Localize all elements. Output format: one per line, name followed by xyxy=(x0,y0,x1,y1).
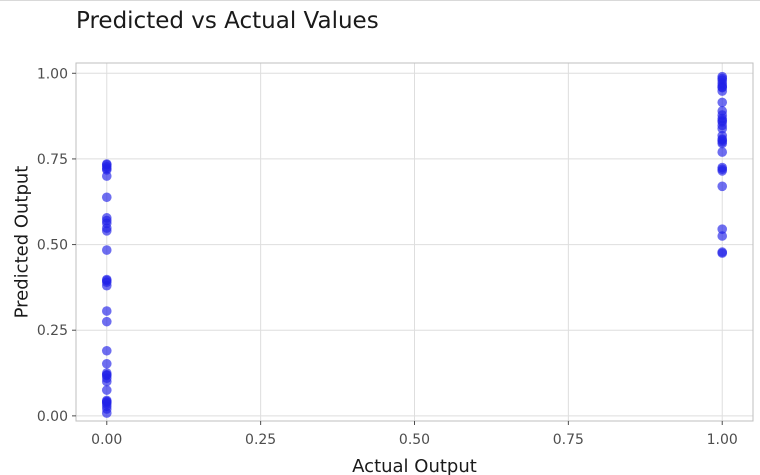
x-tick-label: 1.00 xyxy=(707,432,738,448)
data-point xyxy=(101,316,112,327)
data-point xyxy=(717,123,728,134)
data-point xyxy=(101,369,112,380)
x-tick-label: 0.75 xyxy=(553,432,584,448)
data-point xyxy=(717,82,728,92)
x-axis-ticks: 0.00 0.25 0.50 0.75 1.00 xyxy=(91,421,738,448)
y-axis-title: Predicted Output xyxy=(11,166,32,319)
data-point xyxy=(717,224,728,234)
data-point xyxy=(717,248,728,258)
data-point xyxy=(717,166,728,176)
y-tick-label: 0.25 xyxy=(37,323,68,339)
y-axis-ticks: 0.00 0.25 0.50 0.75 1.00 xyxy=(37,66,76,425)
y-tick-label: 0.50 xyxy=(37,238,68,254)
data-point xyxy=(717,231,728,241)
x-tick-label: 0.00 xyxy=(91,432,122,448)
data-point xyxy=(101,275,112,286)
data-point xyxy=(717,115,728,126)
x-tick-label: 0.25 xyxy=(245,432,276,448)
data-point xyxy=(101,345,112,356)
data-point xyxy=(101,408,112,418)
chart-title: Predicted vs Actual Values xyxy=(76,8,379,34)
gridlines xyxy=(76,63,753,421)
data-point xyxy=(717,135,728,145)
data-point xyxy=(717,181,728,192)
data-point xyxy=(101,358,112,369)
y-tick-label: 0.00 xyxy=(37,409,68,425)
data-point xyxy=(101,215,112,226)
data-point xyxy=(101,306,112,316)
x-axis-title: Actual Output xyxy=(352,456,477,475)
data-point xyxy=(101,171,112,181)
y-tick-label: 1.00 xyxy=(37,66,68,82)
data-point xyxy=(101,163,112,174)
x-tick-label: 0.50 xyxy=(399,432,430,448)
data-point xyxy=(101,376,112,387)
data-point xyxy=(101,245,112,255)
data-points xyxy=(101,71,728,418)
data-point xyxy=(101,396,112,407)
data-point xyxy=(717,97,728,108)
data-point xyxy=(717,73,728,84)
data-point xyxy=(101,385,112,395)
y-tick-label: 0.75 xyxy=(37,152,68,168)
data-point xyxy=(101,226,112,236)
top-border-line xyxy=(0,0,760,1)
data-point xyxy=(101,192,112,203)
data-point xyxy=(717,147,728,157)
